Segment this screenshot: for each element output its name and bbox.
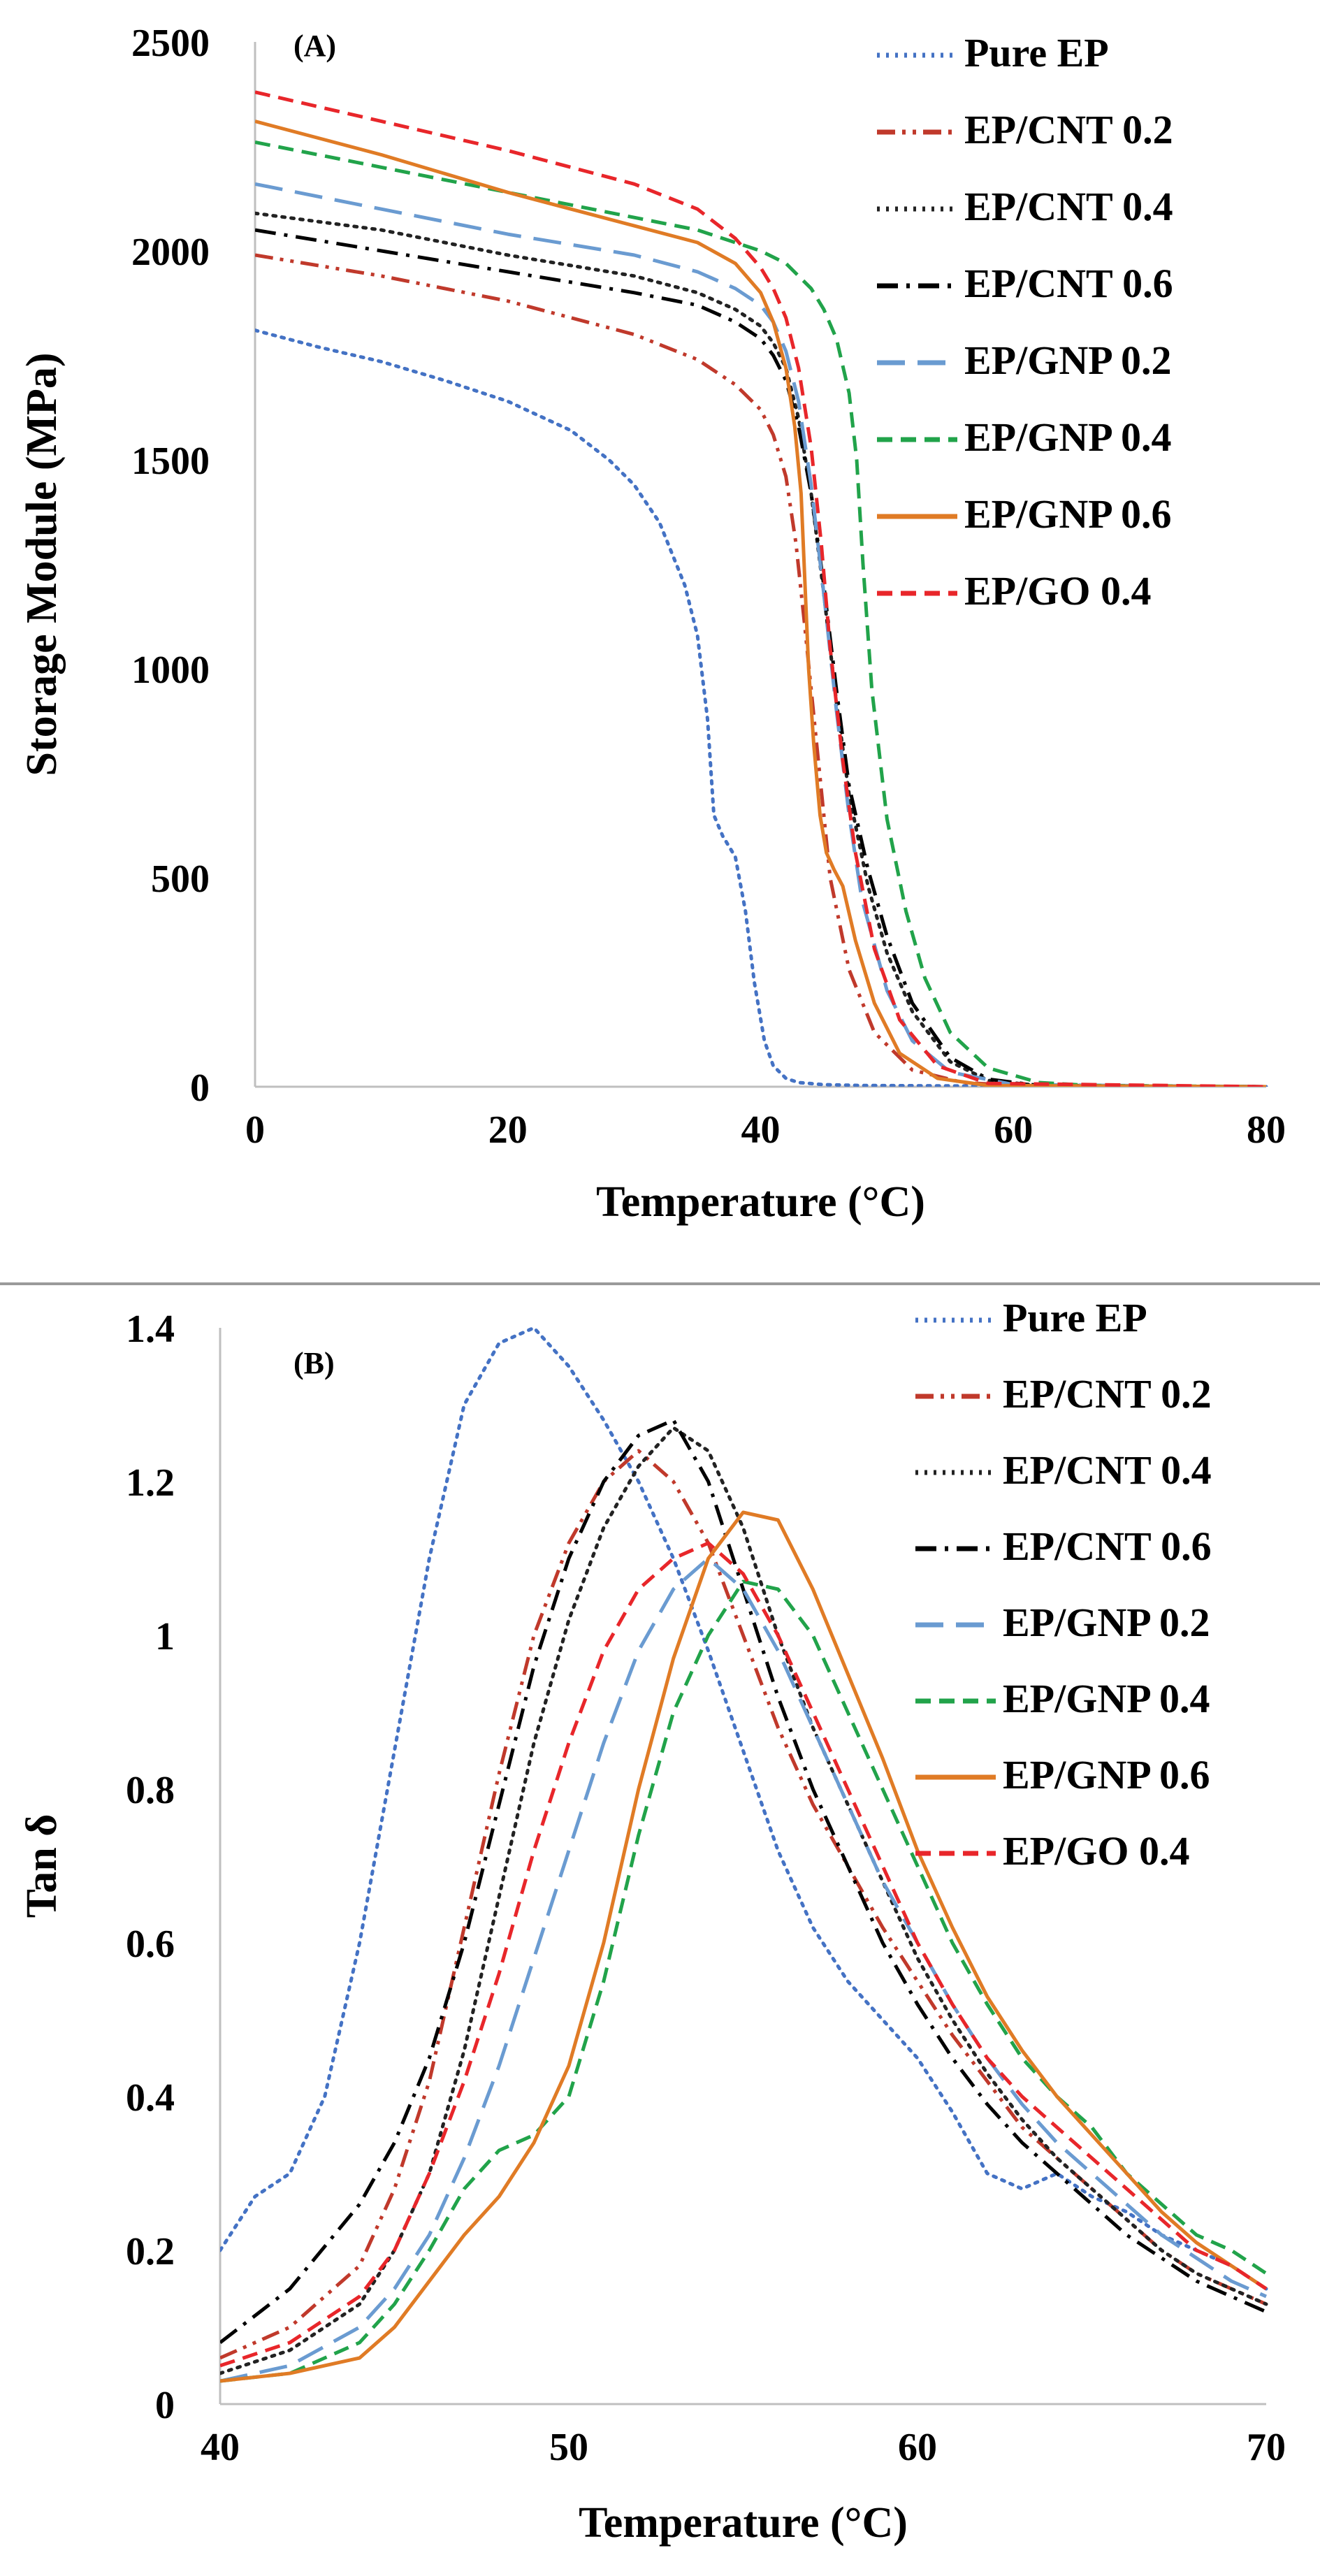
panel-a-storage-modulus-chart: 0 500 1000 1500 2000 2500 0 20 40 60 80 Temperature… xyxy=(18,22,1286,1226)
y-tick-label: 2500 xyxy=(131,22,210,65)
x-tick-label: 40 xyxy=(201,2426,240,2469)
y-tick-label: 0 xyxy=(190,1066,210,1110)
x-axis-label: Temperature (°C) xyxy=(596,1178,925,1226)
series-line-ep-cnt-0-6 xyxy=(255,228,1267,1087)
series-line-ep-gnp-0-4 xyxy=(255,140,1267,1087)
legend-label-ep-go-0-4: EP/GO 0.4 xyxy=(1003,1828,1189,1874)
y-tick-label: 0.6 xyxy=(126,1923,175,1966)
series-line-ep-go-0-4 xyxy=(255,90,1267,1087)
x-tick-label: 80 xyxy=(1247,1108,1286,1152)
y-axis-label: Storage Module (MPa) xyxy=(18,352,66,776)
x-tick-label: 60 xyxy=(994,1108,1033,1152)
y-tick-label: 2000 xyxy=(131,231,210,274)
legend-label-ep-gnp-0-4: EP/GNP 0.4 xyxy=(1003,1676,1210,1721)
panel-label: (B) xyxy=(293,1346,335,1380)
y-tick-label: 0.2 xyxy=(126,2230,175,2273)
legend-label-ep-cnt-0-2: EP/CNT 0.2 xyxy=(1003,1371,1212,1417)
series-line-ep-gnp-0-2 xyxy=(255,182,1267,1087)
x-tick-label: 70 xyxy=(1247,2426,1286,2469)
y-tick-label: 1000 xyxy=(131,649,210,692)
y-tick-label: 1.2 xyxy=(126,1461,175,1505)
legend-label-ep-cnt-0-6: EP/CNT 0.6 xyxy=(1003,1524,1212,1569)
y-axis-label: Tan δ xyxy=(18,1814,66,1918)
x-tick-label: 0 xyxy=(245,1108,265,1152)
series-line-ep-gnp-0-4 xyxy=(220,1579,1268,2383)
x-tick-label: 20 xyxy=(488,1108,528,1152)
x-tick-label: 40 xyxy=(741,1108,781,1152)
y-tick-label: 1.4 xyxy=(126,1308,175,1351)
y-tick-label: 1500 xyxy=(131,440,210,483)
legend-label-pure-ep: Pure EP xyxy=(1003,1295,1147,1340)
legend-label-ep-gnp-0-2: EP/GNP 0.2 xyxy=(964,338,1171,383)
y-tick-label: 0 xyxy=(155,2384,175,2427)
legend-label-pure-ep: Pure EP xyxy=(964,30,1109,75)
legend-label-ep-gnp-0-2: EP/GNP 0.2 xyxy=(1003,1600,1210,1645)
legend-label-ep-cnt-0-2: EP/CNT 0.2 xyxy=(964,107,1173,152)
series-line-ep-cnt-0-4 xyxy=(255,211,1268,1087)
x-axis-label: Temperature (°C) xyxy=(579,2499,908,2547)
series-line-ep-cnt-0-2 xyxy=(255,253,1267,1087)
legend-label-ep-gnp-0-6: EP/GNP 0.6 xyxy=(1003,1752,1210,1797)
y-tick-label: 500 xyxy=(151,858,210,901)
x-tick-label: 50 xyxy=(549,2426,588,2469)
series-line-pure-ep xyxy=(220,1326,1268,2291)
series-line-ep-gnp-0-6 xyxy=(255,120,1267,1087)
y-tick-label: 0.4 xyxy=(126,2076,175,2120)
legend-label-ep-go-0-4: EP/GO 0.4 xyxy=(964,568,1151,614)
series-line-pure-ep xyxy=(255,328,1268,1087)
x-tick-label: 60 xyxy=(898,2426,937,2469)
series-line-ep-go-0-4 xyxy=(220,1541,1268,2368)
legend-label-ep-cnt-0-6: EP/CNT 0.6 xyxy=(964,261,1173,306)
series-line-ep-gnp-0-6 xyxy=(220,1510,1268,2383)
series-line-ep-gnp-0-2 xyxy=(220,1556,1268,2383)
panel-label: (A) xyxy=(293,29,336,63)
legend-label-ep-cnt-0-4: EP/CNT 0.4 xyxy=(964,184,1173,229)
panel-b-tan-delta-chart: 0 0.2 0.4 0.6 0.8 1 1.2 1.4 40 50 60 70 Temperature … xyxy=(18,1295,1286,2547)
legend-label-ep-cnt-0-4: EP/CNT 0.4 xyxy=(1003,1447,1212,1493)
series-line-ep-cnt-0-4 xyxy=(220,1426,1268,2375)
legend-label-ep-gnp-0-6: EP/GNP 0.6 xyxy=(964,491,1171,537)
y-tick-label: 0.8 xyxy=(126,1769,175,1812)
y-tick-label: 1 xyxy=(155,1615,175,1658)
legend-label-ep-gnp-0-4: EP/GNP 0.4 xyxy=(964,414,1171,460)
